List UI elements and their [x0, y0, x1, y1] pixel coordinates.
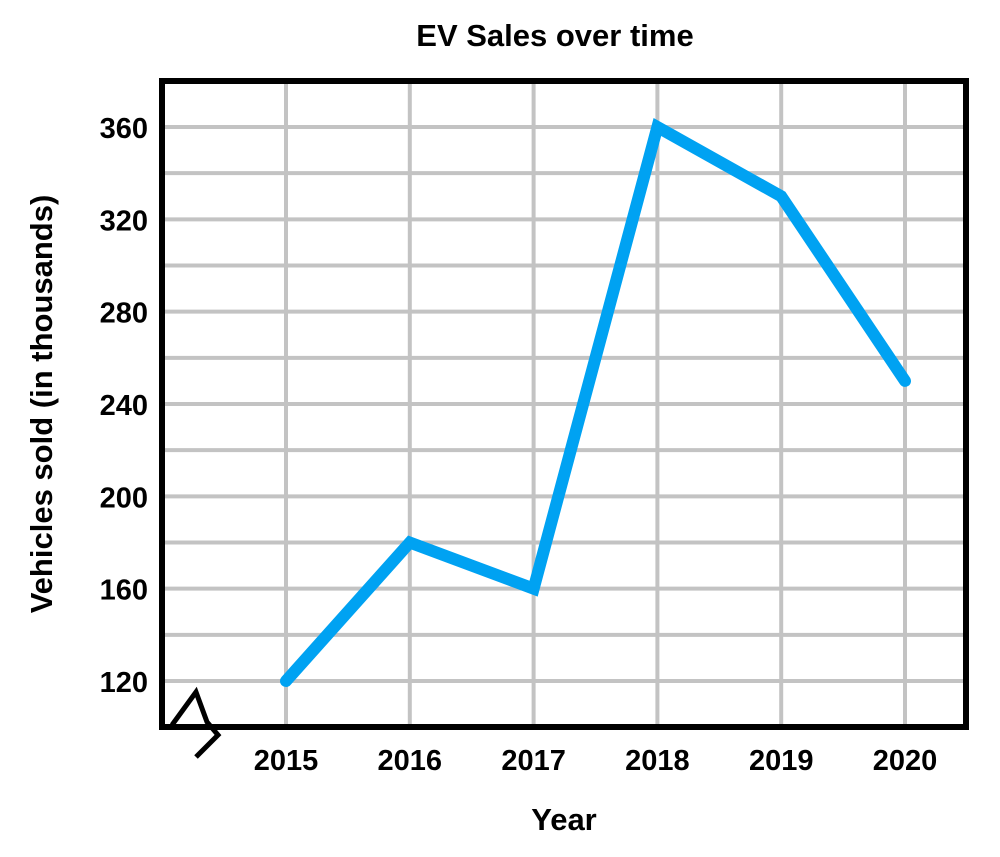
x-tick-label-2016: 2016: [378, 745, 443, 777]
y-tick-label-280: 280: [100, 298, 148, 330]
y-tick-label-240: 240: [100, 390, 148, 422]
y-axis-label: Vehicles sold (in thousands): [24, 195, 59, 614]
y-tick-labels: 120 160 200 240 280 320 360: [100, 113, 148, 699]
y-tick-label-160: 160: [100, 575, 148, 607]
x-tick-label-2018: 2018: [625, 745, 690, 777]
x-tick-label-2017: 2017: [501, 745, 566, 777]
x-tick-labels: 2015 2016 2017 2018 2019 2020: [254, 745, 938, 777]
y-axis-break-icon: [169, 686, 222, 759]
series-lines: [280, 118, 911, 687]
x-tick-label-2015: 2015: [254, 745, 319, 777]
series-line-0: [280, 118, 911, 687]
y-tick-label-320: 320: [100, 205, 148, 237]
x-tick-label-2019: 2019: [749, 745, 814, 777]
y-tick-label-360: 360: [100, 113, 148, 145]
y-tick-label-120: 120: [100, 667, 148, 699]
chart-title: EV Sales over time: [416, 18, 693, 53]
plot-area-frame: [159, 78, 969, 730]
y-tick-label-200: 200: [100, 482, 148, 514]
x-tick-label-2020: 2020: [873, 745, 938, 777]
x-axis-label: Year: [531, 802, 597, 837]
